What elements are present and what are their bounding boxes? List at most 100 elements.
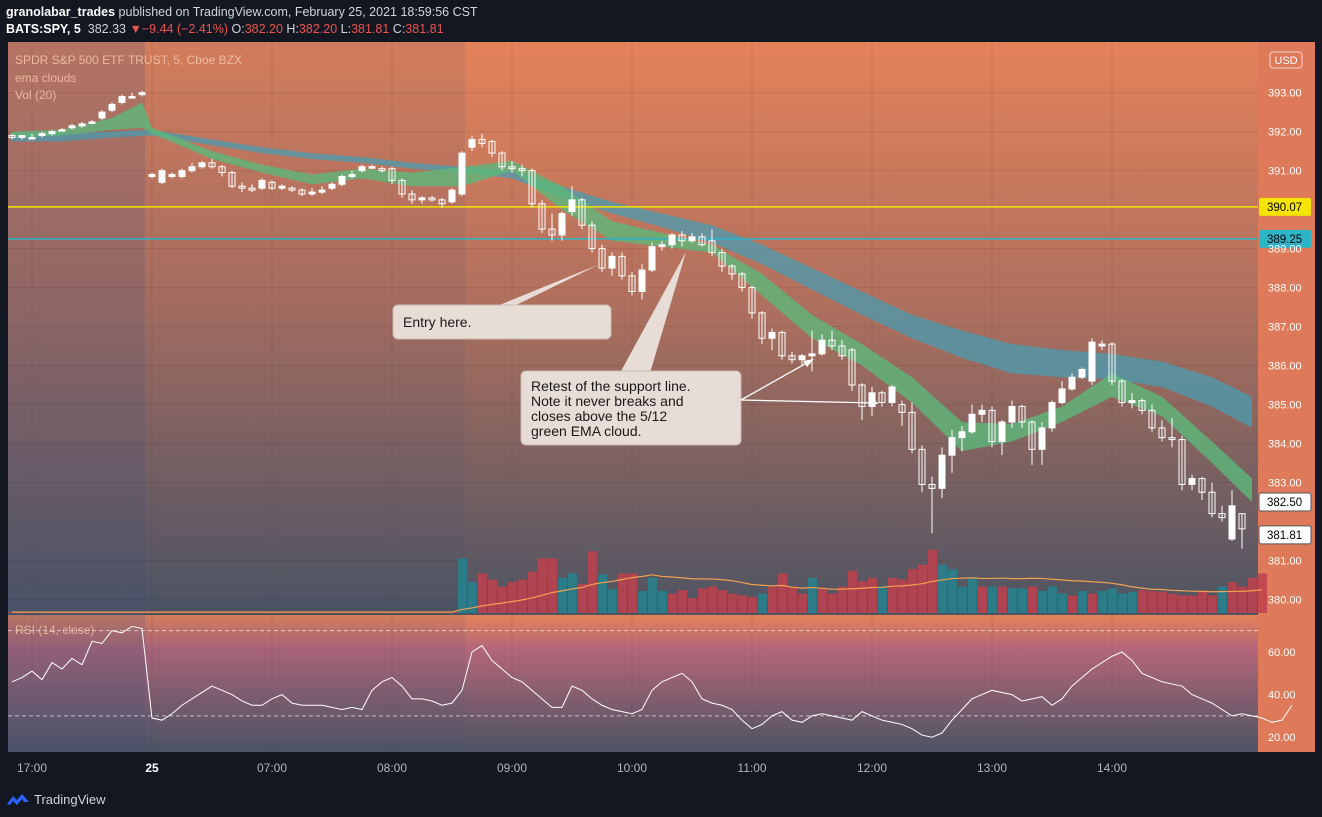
published-text: published on TradingView.com, February 2…	[115, 5, 478, 19]
volume-bar	[838, 586, 847, 613]
candle-down	[618, 255, 626, 277]
legend-volume[interactable]: Vol (20)	[15, 88, 56, 102]
price-tick: 383.00	[1268, 477, 1302, 489]
candle-up	[258, 179, 266, 189]
candle-down	[588, 224, 596, 250]
time-tick: 09:00	[497, 761, 527, 775]
candle-up	[1078, 368, 1086, 378]
retest-arrow-1	[740, 359, 813, 401]
time-axis[interactable]	[8, 752, 1315, 781]
candle-down	[248, 187, 256, 191]
volume-bar	[1128, 591, 1137, 613]
candle-up	[558, 213, 566, 236]
candle-down	[1148, 409, 1156, 429]
volume-bar	[1028, 586, 1037, 613]
time-tick: 11:00	[737, 761, 766, 775]
rsi-pane[interactable]	[8, 615, 1258, 752]
legend-rsi[interactable]: RSI (14, close)	[15, 623, 94, 637]
retest-callout[interactable]	[520, 370, 742, 446]
chart-area[interactable]: 390.07 389.25 382.50 381.81 60.00 40.00 20.00…	[0, 42, 1322, 782]
horizontal-lines[interactable]: 390.07 389.25 382.50 381.81	[8, 197, 1312, 545]
annotations[interactable]: Entry here. Retest of the support line. …	[392, 252, 879, 446]
candle-up	[998, 421, 1006, 443]
publisher-name[interactable]: granolabar_trades	[6, 5, 116, 19]
quote-line: BATS:SPY, 5 382.33 ▼−9.44 (−2.41%) O:382…	[6, 22, 444, 36]
legend-title[interactable]: SPDR S&P 500 ETF TRUST, 5, Cboe BZX	[15, 53, 242, 67]
time-tick: 08:00	[377, 761, 407, 775]
legend-ema-clouds[interactable]: ema clouds	[15, 71, 76, 85]
retest-line-4: green EMA cloud.	[531, 423, 642, 439]
time-tick: 13:00	[977, 761, 1007, 775]
candle-up	[608, 255, 616, 269]
candle-up	[188, 166, 196, 172]
candle-up	[1188, 478, 1196, 485]
candle-down	[828, 339, 836, 347]
volume-bar	[468, 582, 477, 613]
volume-bar	[978, 586, 987, 613]
candle-up	[318, 189, 326, 193]
close-value: 381.81	[405, 22, 444, 36]
candle-up	[28, 137, 36, 140]
open-label: O:	[231, 22, 245, 36]
candle-up	[278, 185, 286, 189]
volume-bar	[558, 577, 567, 613]
symbol[interactable]: BATS:SPY, 5	[6, 22, 81, 36]
volume-bar	[878, 586, 887, 613]
candle-down	[1238, 513, 1246, 530]
currency-label: USD	[1274, 55, 1297, 67]
volume-bar	[628, 573, 637, 613]
candle-down	[1218, 513, 1226, 519]
candles	[8, 90, 1246, 549]
candle-down	[478, 138, 486, 144]
candle-up	[58, 129, 66, 132]
rsi-tick: 60.00	[1268, 647, 1296, 659]
price-axis[interactable]	[1258, 42, 1315, 752]
price-tick: 392.00	[1268, 127, 1302, 139]
candle-up	[468, 138, 476, 148]
brand-name[interactable]: TradingView	[34, 792, 106, 807]
candle-down	[528, 170, 536, 205]
candle-up	[888, 386, 896, 404]
candle-down	[548, 228, 556, 236]
candle-up	[308, 191, 316, 195]
price-line-label: 390.07	[1267, 202, 1302, 214]
volume-bar	[1048, 586, 1057, 613]
volume-bar	[1118, 593, 1127, 613]
price-tick: 385.00	[1268, 400, 1302, 412]
candle-up	[368, 166, 376, 169]
candle-down	[498, 152, 506, 168]
candle-up	[668, 234, 676, 246]
candle-down	[628, 275, 636, 292]
candle-down	[758, 312, 766, 339]
candle-up	[458, 152, 466, 195]
volume-bar	[938, 564, 947, 613]
candle-down	[1168, 437, 1176, 441]
candle-down	[268, 181, 276, 189]
candle-up	[648, 246, 656, 271]
candle-down	[1158, 427, 1166, 439]
candle-up	[358, 166, 366, 172]
candle-up	[68, 125, 76, 129]
volume-bar	[888, 577, 897, 613]
volume-bar	[588, 551, 597, 613]
candle-up	[1048, 402, 1056, 429]
candle-down	[538, 203, 546, 230]
currency-badge[interactable]: USD	[1269, 51, 1303, 69]
candle-up	[118, 96, 126, 103]
candle-down	[428, 197, 436, 201]
price-pane[interactable]	[8, 42, 1258, 615]
entry-callout[interactable]	[392, 304, 612, 340]
price-tick: 387.00	[1268, 322, 1302, 334]
volume-bar	[778, 573, 787, 613]
volume-bar	[648, 577, 657, 613]
tradingview-logo-icon[interactable]	[6, 791, 30, 807]
candle-down	[708, 240, 716, 253]
candle-down	[298, 189, 306, 195]
price-tick: 381.00	[1268, 555, 1302, 567]
session-shade-pre	[145, 42, 465, 752]
volume-bar	[488, 579, 497, 613]
price-line-label-bg	[1259, 197, 1311, 216]
candle-up	[1038, 427, 1046, 450]
candle-down	[598, 248, 606, 269]
volume-bar	[868, 577, 877, 613]
